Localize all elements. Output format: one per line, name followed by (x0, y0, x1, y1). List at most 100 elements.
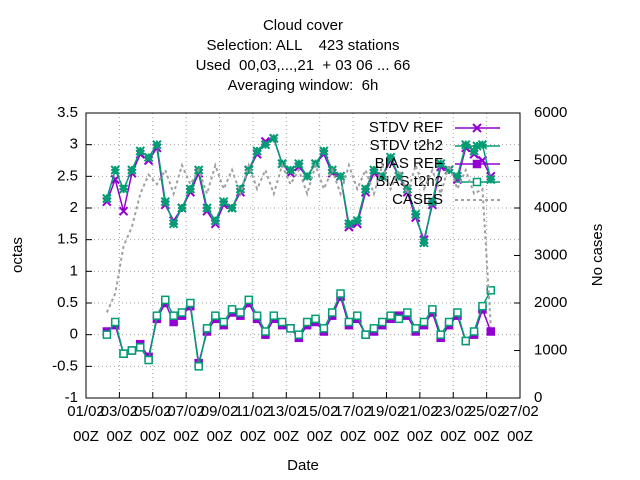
marker-shape (302, 317, 312, 327)
marker (353, 311, 362, 320)
marker (110, 165, 120, 175)
marker-shape (127, 165, 137, 175)
x-tick-label: 11/02 00Z (235, 403, 271, 445)
marker-shape (144, 355, 153, 365)
marker (436, 330, 445, 339)
y2-tick-label: 1000 (534, 341, 567, 358)
marker-shape (336, 289, 345, 298)
marker (169, 311, 178, 320)
y-tick-label: 3.5 (57, 104, 78, 121)
marker-shape (311, 314, 320, 324)
marker (472, 159, 482, 169)
marker-shape (402, 184, 413, 194)
legend-label: STDV REF (369, 119, 443, 136)
marker-shape (486, 174, 496, 185)
marker-shape (453, 308, 462, 317)
marker (428, 305, 437, 314)
marker (419, 317, 429, 327)
marker-shape (277, 317, 287, 327)
marker-shape (427, 196, 438, 207)
marker-shape (219, 317, 228, 327)
marker-shape (385, 152, 396, 163)
marker-shape (210, 215, 221, 226)
marker (168, 219, 179, 229)
marker-shape (378, 317, 387, 327)
marker (269, 311, 279, 320)
marker (444, 165, 454, 175)
x-tick-label: 21/02 00Z (401, 403, 439, 445)
marker (477, 139, 488, 150)
marker-shape (261, 327, 270, 336)
marker-shape (118, 184, 129, 194)
marker-shape (327, 308, 337, 317)
marker (403, 308, 412, 317)
marker (452, 171, 463, 182)
marker-shape (477, 139, 488, 150)
marker (427, 196, 438, 207)
marker (472, 177, 482, 187)
marker-shape (444, 165, 454, 175)
marker-shape (344, 219, 354, 229)
marker-shape (286, 324, 295, 333)
marker-shape (472, 159, 482, 169)
marker-shape (161, 295, 170, 305)
marker-shape (352, 215, 362, 226)
marker-shape (219, 196, 229, 207)
plot-frame (85, 112, 521, 399)
marker-shape (436, 158, 446, 169)
marker (177, 308, 187, 317)
marker-shape (227, 305, 237, 314)
marker-shape (102, 330, 112, 339)
marker (118, 184, 129, 194)
marker (327, 308, 337, 317)
marker (486, 174, 496, 185)
marker-shape (319, 324, 329, 333)
marker (419, 238, 429, 248)
x-tick-label: 07/02 00Z (167, 403, 205, 445)
marker (144, 355, 153, 365)
marker (152, 311, 162, 320)
y2-tick-label: 5000 (534, 151, 567, 168)
marker (261, 327, 270, 336)
marker (186, 298, 195, 308)
marker (478, 301, 487, 311)
x-tick-label: 19/02 00Z (368, 403, 406, 445)
marker-shape (119, 349, 128, 358)
marker (461, 139, 471, 150)
marker-shape (177, 308, 187, 317)
marker (344, 219, 354, 229)
marker (227, 203, 237, 213)
marker (336, 289, 345, 298)
x-tick-label: 17/02 00Z (334, 403, 372, 445)
marker-shape (361, 330, 370, 339)
y2-tick-label: 6000 (534, 104, 567, 121)
marker-shape (394, 171, 404, 182)
marker-shape (118, 206, 129, 216)
marker-shape (285, 165, 296, 175)
y-tick-label: 3 (70, 136, 78, 153)
marker-shape (360, 184, 371, 194)
y-tick-label: 2.5 (57, 167, 78, 184)
marker-shape (369, 324, 379, 333)
marker-shape (169, 311, 178, 320)
x-tick-label: 23/02 00Z (434, 403, 472, 445)
marker-shape (353, 311, 362, 320)
marker (469, 327, 479, 336)
marker-shape (269, 311, 279, 320)
x-tick-label: 25/02 00Z (468, 403, 506, 445)
marker (402, 184, 413, 194)
marker (411, 324, 420, 333)
marker-shape (478, 301, 487, 311)
y-tick-label: 2 (70, 199, 78, 216)
marker-shape (152, 311, 162, 320)
marker-shape (335, 171, 346, 182)
marker-shape (394, 314, 404, 324)
marker (118, 206, 129, 216)
marker-shape (386, 311, 395, 320)
marker-shape (110, 317, 120, 327)
marker (286, 324, 295, 333)
marker-shape (472, 177, 482, 187)
marker (135, 146, 145, 156)
marker (102, 193, 112, 204)
